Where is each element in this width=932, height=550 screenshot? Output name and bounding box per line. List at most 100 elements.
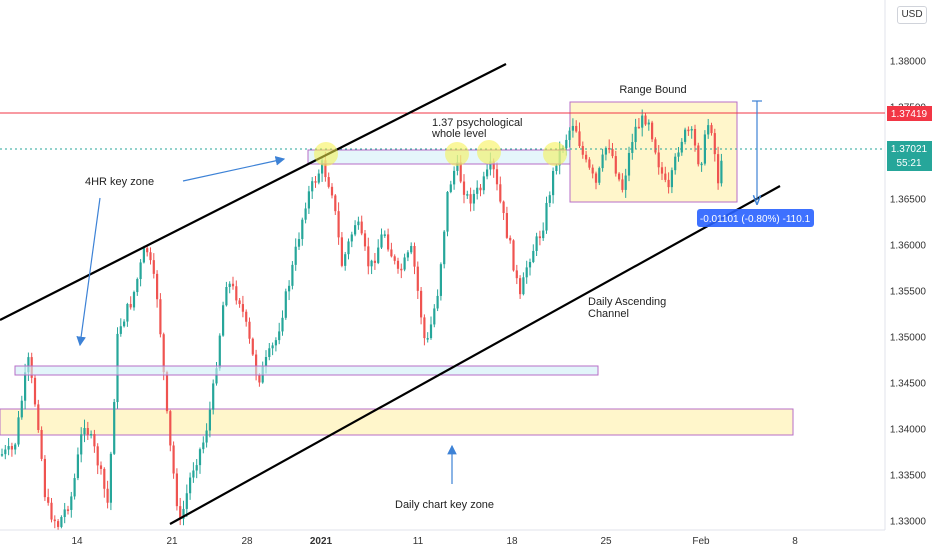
candle-body (152, 260, 155, 274)
candle-body (238, 300, 241, 305)
candle-body (647, 122, 650, 125)
candle-body (96, 446, 99, 466)
price-axis[interactable] (885, 0, 932, 550)
candle-body (317, 173, 320, 183)
currency-button[interactable]: USD (897, 6, 927, 24)
candle-body (113, 402, 116, 454)
arrow-to-psych-zone (182, 156, 286, 182)
candle-body (713, 133, 716, 155)
candle-body (492, 161, 495, 170)
candle-body (690, 128, 693, 131)
channel-upper-line[interactable] (0, 63, 507, 321)
touch-marker (445, 142, 469, 166)
candle-body (10, 446, 13, 450)
candle-body (512, 240, 515, 271)
candle-body (222, 305, 225, 336)
candle-body (185, 493, 188, 509)
time-tick-label: 14 (71, 536, 83, 547)
candle-body (482, 176, 485, 191)
resistance-tag-bg (887, 106, 932, 121)
time-tick-label: 18 (506, 536, 518, 547)
candle-body (373, 260, 376, 263)
annotation-psych-1: 1.37 psychological (432, 117, 523, 129)
candle-body (664, 173, 667, 180)
candle-body (575, 125, 578, 132)
candle-body (651, 122, 654, 140)
candle-body (264, 357, 268, 366)
candle-body (720, 160, 723, 184)
candle-body (446, 191, 449, 232)
time-tick-label: 21 (166, 536, 178, 547)
psych-level-zone[interactable] (307, 149, 571, 165)
candle-body (347, 241, 350, 255)
candle-body (439, 264, 442, 296)
candle-body (330, 186, 334, 196)
candle-body (350, 234, 353, 242)
candle-body (156, 273, 159, 300)
candle-body (693, 128, 697, 146)
candle-body (162, 334, 165, 373)
annotation-daily-zone: Daily chart key zone (395, 499, 494, 511)
range-bound-box[interactable] (569, 101, 738, 203)
candle-body (406, 252, 409, 258)
candle-body (212, 383, 215, 410)
candle-body (578, 131, 581, 147)
candle-body (621, 179, 624, 190)
channel-lower-line[interactable] (169, 185, 781, 525)
candle-body (132, 292, 136, 308)
candle-body (519, 278, 522, 295)
candle-body (581, 146, 584, 155)
candle-body (7, 446, 10, 450)
candle-body (453, 170, 456, 185)
candle-body (165, 372, 169, 412)
candle-body (687, 129, 690, 132)
candle-body (611, 149, 614, 157)
candle-body (472, 193, 475, 204)
price-tick-label: 1.34000 (890, 425, 927, 436)
price-tick-label: 1.36500 (890, 195, 927, 206)
candle-body (495, 169, 499, 185)
candle-body (631, 142, 634, 153)
candle-body (571, 125, 574, 131)
candle-body (136, 279, 139, 293)
candle-body (525, 267, 528, 278)
candle-body (47, 497, 50, 503)
candle-body (377, 247, 380, 263)
candle-body (466, 194, 469, 196)
candle-body (660, 167, 664, 174)
time-tick-label: Feb (692, 536, 710, 547)
price-tick-label: 1.35500 (890, 287, 927, 298)
candle-body (80, 434, 83, 455)
daily-key-zone[interactable] (0, 408, 794, 436)
candle-body (307, 191, 310, 209)
candle-body (680, 141, 683, 153)
candle-body (27, 357, 30, 373)
key-zone-4h[interactable] (14, 365, 599, 376)
candle-body (515, 270, 518, 279)
candle-body (14, 444, 17, 450)
candle-body (248, 321, 251, 339)
candle-body (449, 184, 452, 192)
candle-body (667, 179, 670, 188)
candle-body (423, 317, 426, 339)
candle-body (387, 234, 390, 250)
candle-body (175, 473, 178, 507)
candle-body (532, 250, 535, 263)
candle-body (598, 168, 601, 183)
candle-body (142, 248, 145, 263)
candle-body (241, 304, 244, 312)
candles-group (0, 109, 723, 530)
candle-body (363, 233, 367, 247)
candle-body (278, 331, 281, 341)
price-tick-label: 1.33000 (890, 517, 927, 528)
candle-body (429, 324, 433, 339)
candle-body (103, 468, 106, 489)
candle-body (585, 154, 588, 160)
candle-body (311, 181, 314, 192)
resistance-tag: 1.37419 (891, 109, 928, 120)
candle-body (340, 237, 343, 266)
candle-body (443, 231, 446, 265)
candle-body (700, 163, 703, 166)
